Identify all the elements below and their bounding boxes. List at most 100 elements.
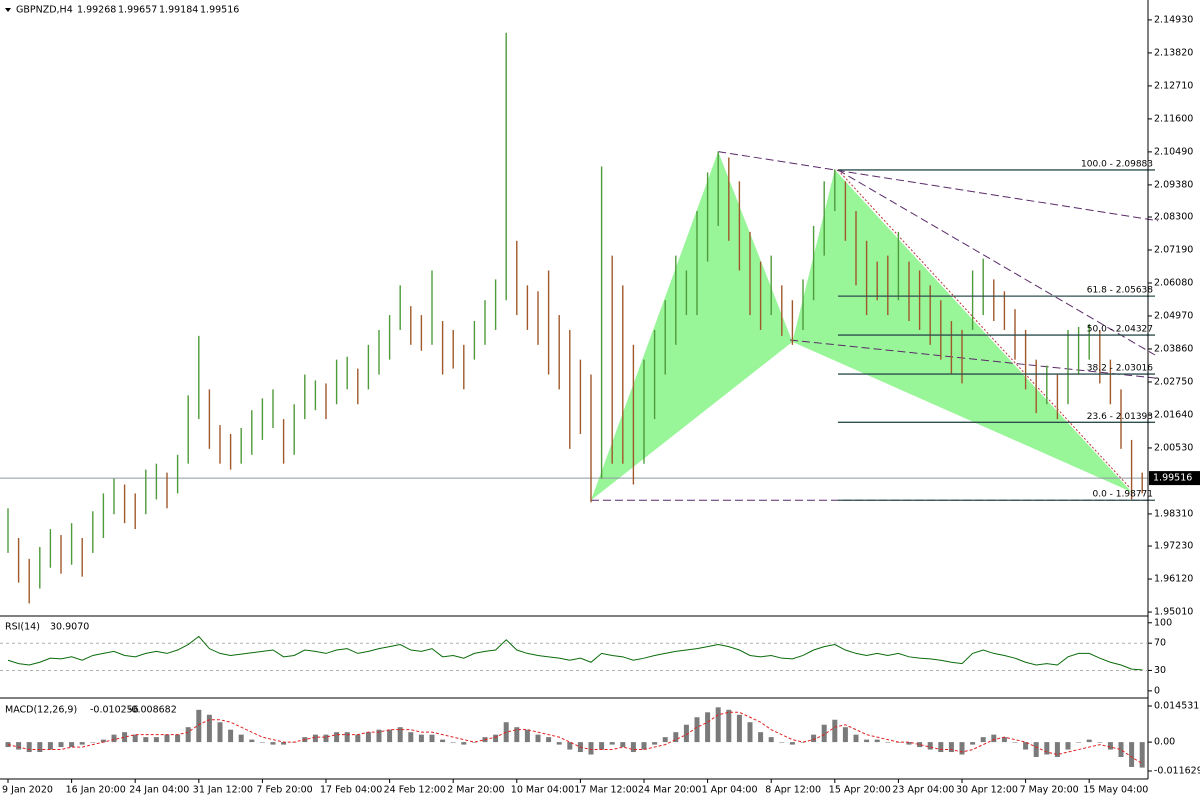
macd-bar xyxy=(726,709,732,743)
macd-bar xyxy=(556,742,562,745)
y-tick-label: 2.02750 xyxy=(1154,376,1193,387)
y-tick-label: 0.00 xyxy=(1154,737,1175,748)
y-tick-label: 2.10490 xyxy=(1154,146,1193,157)
macd-bar xyxy=(938,742,944,753)
macd-bar xyxy=(471,742,477,743)
y-tick-label: 2.03860 xyxy=(1154,343,1193,354)
macd-bar xyxy=(768,737,774,743)
macd-bar xyxy=(344,732,350,743)
macd-bar xyxy=(153,737,159,743)
macd-bar xyxy=(493,734,499,743)
quote: 1.99268 xyxy=(77,5,116,16)
macd-bar xyxy=(238,734,244,743)
y-tick-label: 2.12710 xyxy=(1154,80,1193,91)
y-tick-label: 1.98310 xyxy=(1154,508,1193,519)
y-tick-label: 2.14930 xyxy=(1154,14,1193,25)
y-tick-label: 2.06080 xyxy=(1154,277,1193,288)
macd-bar xyxy=(779,742,785,743)
macd-bar xyxy=(747,722,753,743)
macd-bar xyxy=(16,742,22,750)
fib-label: 61.8 - 2.05638 xyxy=(1087,286,1153,296)
macd-bar xyxy=(705,712,711,743)
macd-bar xyxy=(641,742,647,750)
macd-bar xyxy=(429,734,435,743)
y-tick-label: 2.01640 xyxy=(1154,409,1193,420)
x-tick-label: 2 Mar 20:00 xyxy=(447,785,504,796)
x-tick-label: 1 Apr 04:00 xyxy=(702,785,758,796)
macd-bar xyxy=(1086,739,1092,743)
x-tick-label: 23 Apr 04:00 xyxy=(892,785,954,796)
macd-bar xyxy=(376,729,382,743)
macd-bar xyxy=(1107,742,1113,750)
macd-bar xyxy=(917,742,923,748)
x-tick-label: 31 Jan 12:00 xyxy=(193,785,253,796)
macd-bar xyxy=(196,709,202,743)
x-tick-label: 10 Mar 04:00 xyxy=(511,785,574,796)
macd-bar xyxy=(630,742,636,753)
macd-bar xyxy=(37,742,43,753)
macd-bar xyxy=(1054,742,1060,758)
macd-bar xyxy=(715,707,721,743)
macd-bar xyxy=(143,737,149,743)
macd-bar xyxy=(588,742,594,755)
macd-bar xyxy=(355,734,361,743)
macd-bar xyxy=(5,742,11,748)
macd-bar xyxy=(122,732,128,743)
macd-bar xyxy=(1001,737,1007,743)
macd-bar xyxy=(249,739,255,743)
x-tick-label: 16 Jan 20:00 xyxy=(66,785,126,796)
fib-label: 50.0 - 2.04327 xyxy=(1087,325,1153,335)
macd-bar xyxy=(1139,742,1145,768)
trendline xyxy=(789,339,1156,379)
y-tick-label: 2.00530 xyxy=(1154,442,1193,453)
macd-bar xyxy=(365,732,371,743)
macd-bar xyxy=(185,727,191,743)
macd-bar xyxy=(567,742,573,750)
y-tick-label: 1.96120 xyxy=(1154,574,1193,585)
quote: 1.99184 xyxy=(159,5,198,16)
rsi-readout: 30.9070 xyxy=(50,622,89,633)
y-tick-label: 0 xyxy=(1154,685,1160,696)
rsi-line xyxy=(7,635,1143,671)
trendlines xyxy=(789,169,1156,489)
macd-bar xyxy=(111,734,117,743)
macd-bar xyxy=(461,742,467,745)
macd-bar xyxy=(334,732,340,743)
x-tick-label: 7 May 20:00 xyxy=(1020,785,1079,796)
macd-bar xyxy=(450,742,456,743)
x-tick-label: 8 Apr 12:00 xyxy=(765,785,821,796)
fib-label: 38.2 - 2.03016 xyxy=(1087,364,1153,374)
macd-bar xyxy=(418,734,424,743)
macd-readout: -0.008682 xyxy=(128,705,177,716)
macd-bar xyxy=(874,739,880,743)
x-tick-label: 24 Jan 04:00 xyxy=(129,785,189,796)
macd-bar xyxy=(1129,742,1135,767)
macd-bar xyxy=(90,742,96,743)
trendline xyxy=(837,169,1156,356)
macd-bar xyxy=(270,742,276,745)
header-arrow xyxy=(5,8,11,12)
macd-bar xyxy=(58,742,64,748)
macd-bar xyxy=(206,714,212,743)
y-tick-label: -0.011629 xyxy=(1154,765,1200,776)
macd-bar xyxy=(514,727,520,743)
macd-bar xyxy=(281,742,287,745)
x-tick-label: 24 Feb 12:00 xyxy=(384,785,446,796)
macd-readout: -0.010256 xyxy=(90,705,139,716)
macd-bar xyxy=(821,724,827,743)
macd-bar xyxy=(948,742,954,753)
x-tick-label: 30 Apr 12:00 xyxy=(956,785,1018,796)
y-tick-label: 2.13820 xyxy=(1154,47,1193,58)
macd-bar xyxy=(800,742,806,743)
macd-bar xyxy=(1097,742,1103,743)
last-price-label: 1.99516 xyxy=(1153,473,1192,484)
macd-bar xyxy=(991,734,997,743)
macd-bar xyxy=(387,729,393,743)
macd-bar xyxy=(79,742,85,745)
macd-bar xyxy=(175,734,181,743)
macd-bar xyxy=(397,727,403,743)
macd-bar xyxy=(758,732,764,743)
macd-bar xyxy=(652,742,658,745)
harmonic-leg xyxy=(591,151,793,501)
